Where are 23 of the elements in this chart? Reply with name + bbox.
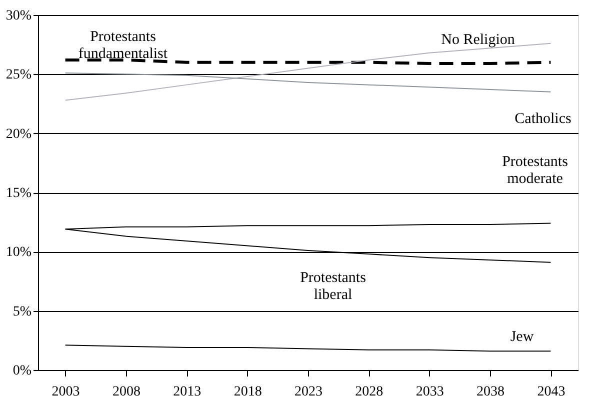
y-tick-label: 10% (6, 245, 32, 260)
series-label: Catholics (514, 111, 572, 127)
y-tick-label: 15% (6, 186, 32, 201)
x-tick-label: 2018 (234, 384, 262, 400)
y-tick-label: 0% (12, 364, 32, 378)
series-label: Jew (510, 329, 534, 345)
x-tick-label: 2013 (173, 384, 202, 400)
series-label: Protestants fundamentalist (78, 29, 168, 62)
x-tick-label: 2003 (52, 384, 80, 400)
y-tick-label: 5% (12, 304, 32, 320)
y-tick-label: 20% (6, 126, 32, 142)
y-tick-label: 30% (6, 8, 32, 24)
x-tick-label: 2033 (416, 384, 444, 400)
x-tick-label: 2028 (355, 384, 384, 400)
text: Protestants moderate (502, 154, 568, 187)
x-tick-label: 2023 (294, 384, 322, 400)
series-label: Protestants liberal (300, 270, 366, 303)
x-tick-label: 2008 (112, 384, 140, 400)
series-label: No Religion (441, 32, 516, 48)
x-tick-label: 2043 (537, 384, 566, 400)
line-series (64, 72, 552, 92)
y-tick-label: 25% (6, 68, 32, 83)
x-tick-label: 2038 (476, 384, 505, 400)
